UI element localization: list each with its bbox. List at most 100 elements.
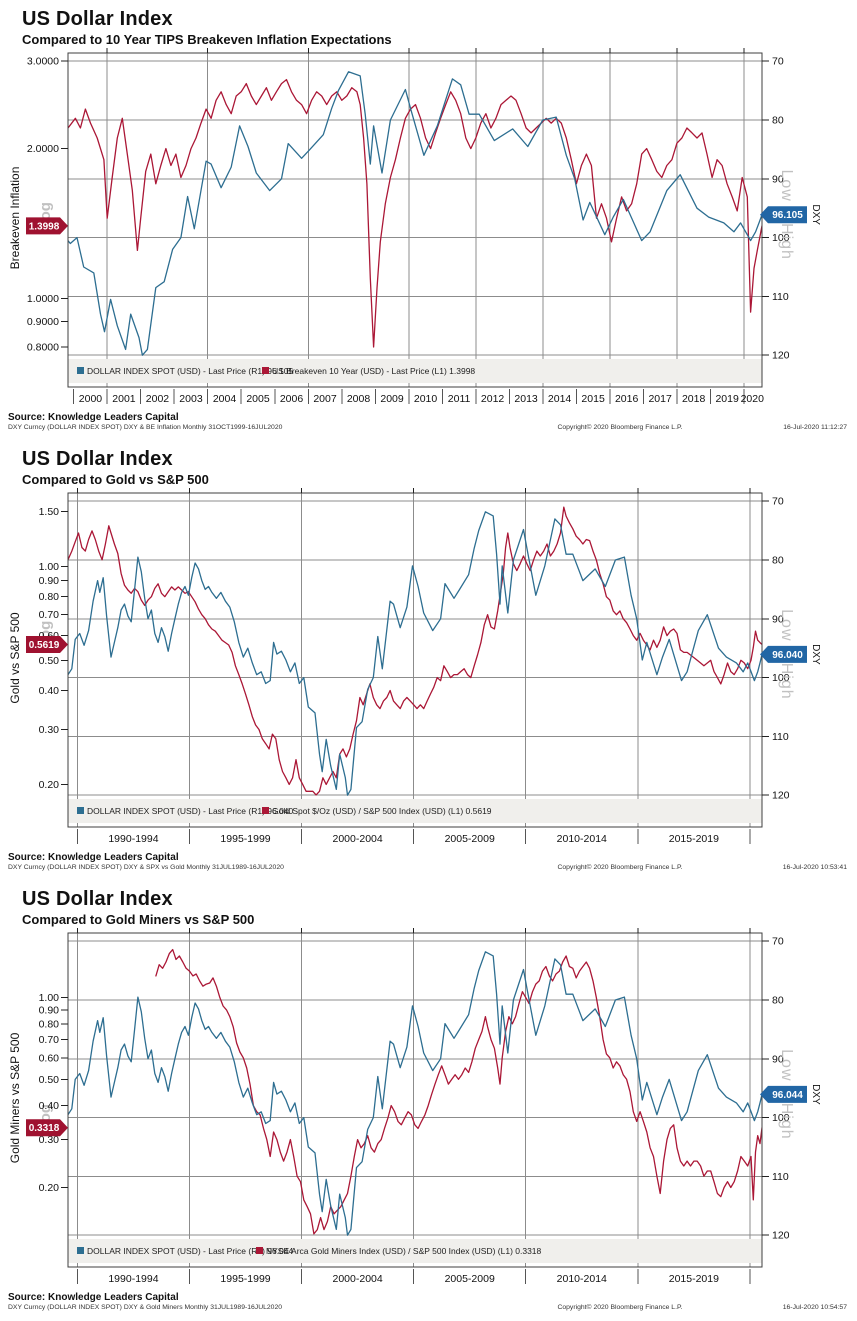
- x-axis-label: 2020: [741, 393, 765, 405]
- x-axis-label: 2000: [79, 393, 103, 405]
- x-axis-label: 2010-2014: [557, 833, 607, 845]
- legend-marker: [77, 1247, 84, 1254]
- footer-copyright: Copyright© 2020 Bloomberg Finance L.P.: [557, 864, 683, 871]
- x-axis-label: 2016: [615, 393, 639, 405]
- series-group: [68, 71, 762, 356]
- left-axis: 3.0000 2.0000 1.0000 0.9000 0.8000 Breakeven …: [8, 55, 68, 353]
- footer-timestamp: 16-Jul-2020 10:54:57: [782, 1304, 847, 1311]
- source-line: Source: Knowledge Leaders Capital: [8, 412, 179, 423]
- right-axis-tick-label: 80: [772, 115, 784, 127]
- x-axis-label: 2005-2009: [445, 833, 495, 845]
- source-line: Source: Knowledge Leaders Capital: [8, 852, 179, 863]
- right-axis-tick-label: 120: [772, 790, 790, 802]
- x-axis-label: 2010: [414, 393, 438, 405]
- legend: DOLLAR INDEX SPOT (USD) - Last Price (R1…: [68, 359, 762, 383]
- right-axis-tick-label: 90: [772, 173, 784, 185]
- left-last-price-value: 0.5619: [29, 640, 60, 651]
- last-price-tags: 0.5619 96.040: [26, 635, 807, 663]
- legend-label: Gold Spot $/Oz (USD) / S&P 500 Index (US…: [272, 806, 492, 816]
- legend-label: US Breakeven 10 Year (USD) - Last Price …: [272, 366, 475, 376]
- footer-descriptor: DXY Curncy (DOLLAR INDEX SPOT) DXY & BE …: [8, 424, 283, 431]
- last-price-tags: 1.3998 96.105: [26, 206, 807, 235]
- left-axis-tick-label: 0.9000: [27, 316, 59, 328]
- x-axis-label: 2005-2009: [445, 1273, 495, 1285]
- left-axis-tick-label: 1.0000: [27, 293, 59, 305]
- legend-marker: [77, 807, 84, 814]
- x-axis-label: 2001: [112, 393, 136, 405]
- footer-timestamp: 16-Jul-2020 10:53:41: [782, 864, 847, 871]
- left-axis-tick-label: 0.40: [39, 1100, 60, 1112]
- chart-title: US Dollar Index: [22, 888, 173, 910]
- x-axis-label: 2015-2019: [669, 833, 719, 845]
- legend-marker: [262, 367, 269, 374]
- x-axis-label: 2013: [514, 393, 538, 405]
- x-axis-label: 2007: [313, 393, 337, 405]
- x-axis: 1990-1994 1995-1999 2000-2004 2005-2009 2010…: [76, 829, 751, 845]
- x-axis-label: 2014: [548, 393, 572, 405]
- chart-title: US Dollar Index: [22, 448, 173, 470]
- x-axis-label: 2012: [481, 393, 505, 405]
- gridlines: [68, 53, 762, 387]
- left-last-price-tag: [26, 217, 68, 235]
- plot-border: [67, 492, 763, 828]
- right-last-price-value: 96.040: [772, 650, 803, 661]
- series-group: [68, 948, 762, 1236]
- legend: DOLLAR INDEX SPOT (USD) - Last Price (R1…: [68, 799, 762, 823]
- x-axis-label: 2003: [179, 393, 203, 405]
- x-axis-label: 2010-2014: [557, 1273, 607, 1285]
- x-axis-label: 2000-2004: [333, 1273, 383, 1285]
- right-axis-tick-label: 70: [772, 936, 784, 948]
- left-axis-tick-label: 0.50: [39, 655, 60, 667]
- footer-descriptor: DXY Curncy (DOLLAR INDEX SPOT) DXY & SPX…: [8, 864, 284, 871]
- legend-label: DOLLAR INDEX SPOT (USD) - Last Price (R1…: [87, 366, 294, 376]
- x-axis: 1990-1994 1995-1999 2000-2004 2005-2009 2010…: [76, 1269, 751, 1285]
- legend-marker: [262, 807, 269, 814]
- footer-row: DXY Curncy (DOLLAR INDEX SPOT) DXY & BE …: [0, 423, 857, 435]
- left-axis: 1.501.000.900.800.700.600.500.400.300.20…: [8, 506, 68, 791]
- footer-timestamp: 16-Jul-2020 11:12:27: [783, 424, 847, 431]
- left-last-price-tag: [26, 1119, 68, 1137]
- chart-subtitle: Compared to 10 Year TIPS Breakeven Infla…: [22, 32, 392, 47]
- right-axis-tick-label: 100: [772, 1112, 790, 1124]
- left-axis-tick-label: 0.70: [39, 1034, 60, 1046]
- chart-title: US Dollar Index: [22, 8, 173, 30]
- legend-label: DOLLAR INDEX SPOT (USD) - Last Price (R1…: [87, 1246, 294, 1256]
- left-axis-title: Breakeven Inflation: [8, 167, 22, 270]
- gridlines: [68, 493, 762, 827]
- legend-label: DOLLAR INDEX SPOT (USD) - Last Price (R1…: [87, 806, 294, 816]
- plot-border: [67, 52, 763, 388]
- footer-row: DXY Curncy (DOLLAR INDEX SPOT) DXY & Gol…: [0, 1303, 857, 1315]
- left-axis-tick-label: 0.30: [39, 724, 60, 736]
- right-axis-tick-label: 90: [772, 613, 784, 625]
- left-axis-tick-label: 1.50: [39, 506, 60, 518]
- right-axis-tick-label: 80: [772, 555, 784, 567]
- x-axis-label: 2009: [380, 393, 404, 405]
- left-axis: 1.000.90 0.80 0.70 0.60 0.50 0.40 0.30 0.20 Gold…: [8, 992, 68, 1194]
- x-axis-label: 2005: [246, 393, 270, 405]
- right-last-price-tag: [760, 1085, 807, 1103]
- right-axis-tick-label: 120: [772, 1230, 790, 1242]
- gridlines: [68, 933, 762, 1267]
- x-axis-label: 2000-2004: [333, 833, 383, 845]
- left-axis-tick-label: 0.20: [39, 1182, 60, 1194]
- left-axis-tick-label: 0.90: [39, 1004, 60, 1016]
- left-last-price-value: 1.3998: [29, 221, 60, 232]
- plot-border: [67, 932, 763, 1268]
- right-axis-tick-label: 90: [772, 1053, 784, 1065]
- chart-panel-gold-miners-spx: US Dollar Index Compared to Gold Miners …: [0, 880, 857, 1320]
- right-axis-tick-label: 120: [772, 350, 790, 362]
- left-axis-tick-label: 0.20: [39, 779, 60, 791]
- left-axis-tick-label: 0.70: [39, 609, 60, 621]
- chart-subtitle: Compared to Gold Miners vs S&P 500: [22, 912, 255, 927]
- chart-area: Log DOLLAR INDEX SPOT (USD) - Last Price …: [0, 927, 857, 1291]
- left-last-price-tag: [26, 635, 68, 653]
- right-axis-tick-label: 110: [772, 291, 789, 303]
- left-axis-tick-label: 0.60: [39, 1052, 60, 1064]
- right-axis-tick-label: 80: [772, 995, 784, 1007]
- footer-copyright: Copyright© 2020 Bloomberg Finance L.P.: [557, 1304, 683, 1311]
- dxy-series-line: [68, 511, 762, 796]
- right-axis-tick-label: 110: [772, 731, 789, 743]
- right-axis-tick-label: 70: [772, 496, 784, 508]
- chart-area: Log DOLLAR INDEX SPOT (USD) - Last Price …: [0, 487, 857, 851]
